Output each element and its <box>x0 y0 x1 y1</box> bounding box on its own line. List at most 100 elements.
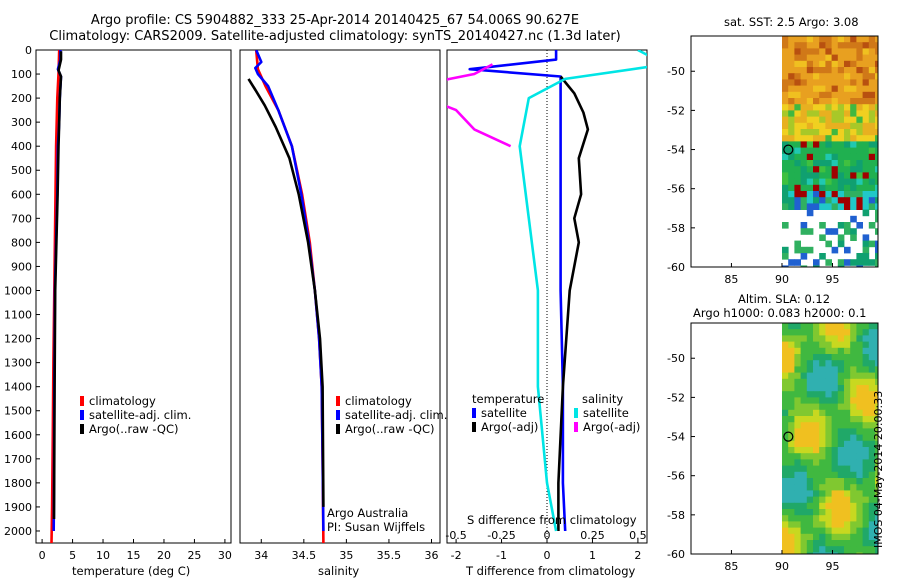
map-cell <box>850 354 857 361</box>
map-cell <box>862 366 870 373</box>
map-cell <box>850 215 857 223</box>
map-cell <box>794 533 801 541</box>
map-cell <box>819 341 826 349</box>
map-cell <box>856 341 863 349</box>
map-cell <box>825 552 832 554</box>
map-cell <box>856 422 863 429</box>
map-cell <box>856 521 863 528</box>
map-cell <box>794 141 801 148</box>
map-cell <box>868 527 876 535</box>
map-cell <box>844 484 851 491</box>
map-cell <box>868 48 876 55</box>
map-cell <box>825 378 832 386</box>
x-tick-label: 15 <box>127 549 141 562</box>
map-cell <box>856 153 863 161</box>
map-cell <box>850 166 857 173</box>
map-cell <box>794 197 801 204</box>
map-cell <box>837 259 845 266</box>
map-cell <box>856 116 863 124</box>
map-cell <box>844 135 851 142</box>
map-cell <box>844 496 851 504</box>
map-cell <box>875 141 878 148</box>
map-cell <box>844 91 851 99</box>
map-cell <box>844 323 851 330</box>
map-cell <box>794 490 801 497</box>
map-cell <box>862 341 870 349</box>
map-cell <box>800 147 808 155</box>
map-cell <box>831 341 839 349</box>
map-cell <box>875 104 878 111</box>
map-cell <box>806 246 814 254</box>
map-cell <box>782 141 789 148</box>
map-cell <box>794 403 801 411</box>
map-cell <box>825 98 832 105</box>
map-cell <box>825 329 832 336</box>
map-cell <box>844 416 851 423</box>
map-cell <box>875 397 878 404</box>
map-cell <box>850 521 857 528</box>
map-cell <box>856 434 863 442</box>
map-cell <box>862 459 870 466</box>
argo-position-marker <box>783 144 794 155</box>
map-cell <box>825 160 832 167</box>
x-tick-label: 1 <box>589 549 596 562</box>
map-cell <box>837 397 845 404</box>
map-cell <box>800 372 808 380</box>
map-cell <box>806 409 814 417</box>
map-cell <box>806 546 814 553</box>
y-tick-label: 500 <box>11 164 32 177</box>
map-cell <box>837 178 845 186</box>
map-cell <box>831 228 839 235</box>
map-cell <box>831 378 839 386</box>
map-cell <box>837 354 845 361</box>
map-cell <box>831 110 839 117</box>
map-cell <box>788 73 795 80</box>
map-cell <box>875 552 878 554</box>
x-tick-label-salinity: 0.25 <box>580 529 605 542</box>
y-tick-label: 400 <box>11 140 32 153</box>
map-cell <box>837 533 845 541</box>
map-cell <box>825 360 832 367</box>
map-cell <box>868 409 876 417</box>
map-cell <box>788 409 795 417</box>
map-cell <box>794 184 801 192</box>
map-cell <box>794 360 801 367</box>
map-cell <box>862 440 870 448</box>
map-cell <box>856 546 863 553</box>
x-tick-label: 0 <box>39 549 46 562</box>
map-cell <box>831 60 839 68</box>
map-cell <box>875 341 878 349</box>
map-cell <box>782 428 789 435</box>
series-line-argo <box>52 51 63 520</box>
map-cell <box>806 484 814 491</box>
map-cell <box>782 409 789 417</box>
map-cell <box>875 191 878 198</box>
map-cell <box>875 265 878 267</box>
map-cell <box>806 122 814 130</box>
map-cell <box>819 79 826 86</box>
map-cell <box>806 197 814 204</box>
map-cell <box>875 372 878 380</box>
map-cell <box>862 246 870 254</box>
map-cell <box>825 385 832 392</box>
map-cell <box>837 434 845 442</box>
map-cell <box>856 496 863 504</box>
map-cell <box>856 329 863 336</box>
map-cell <box>837 471 845 479</box>
map-cell <box>819 153 826 161</box>
map-cell <box>788 85 795 93</box>
map-cell <box>856 453 863 460</box>
map-cell <box>806 422 814 429</box>
map-cell <box>856 91 863 99</box>
map-cell <box>794 440 801 448</box>
map-cell <box>850 135 857 142</box>
map-cell <box>850 178 857 186</box>
sst-map-title: sat. SST: 2.5 Argo: 3.08 <box>724 15 859 29</box>
legend-label: satellite-adj. clim. <box>89 408 192 422</box>
map-cell <box>825 372 832 380</box>
map-cell <box>788 191 795 198</box>
map-cell <box>831 453 839 460</box>
map-cell <box>856 135 863 142</box>
map-cell <box>868 341 876 349</box>
map-cell <box>806 54 814 62</box>
